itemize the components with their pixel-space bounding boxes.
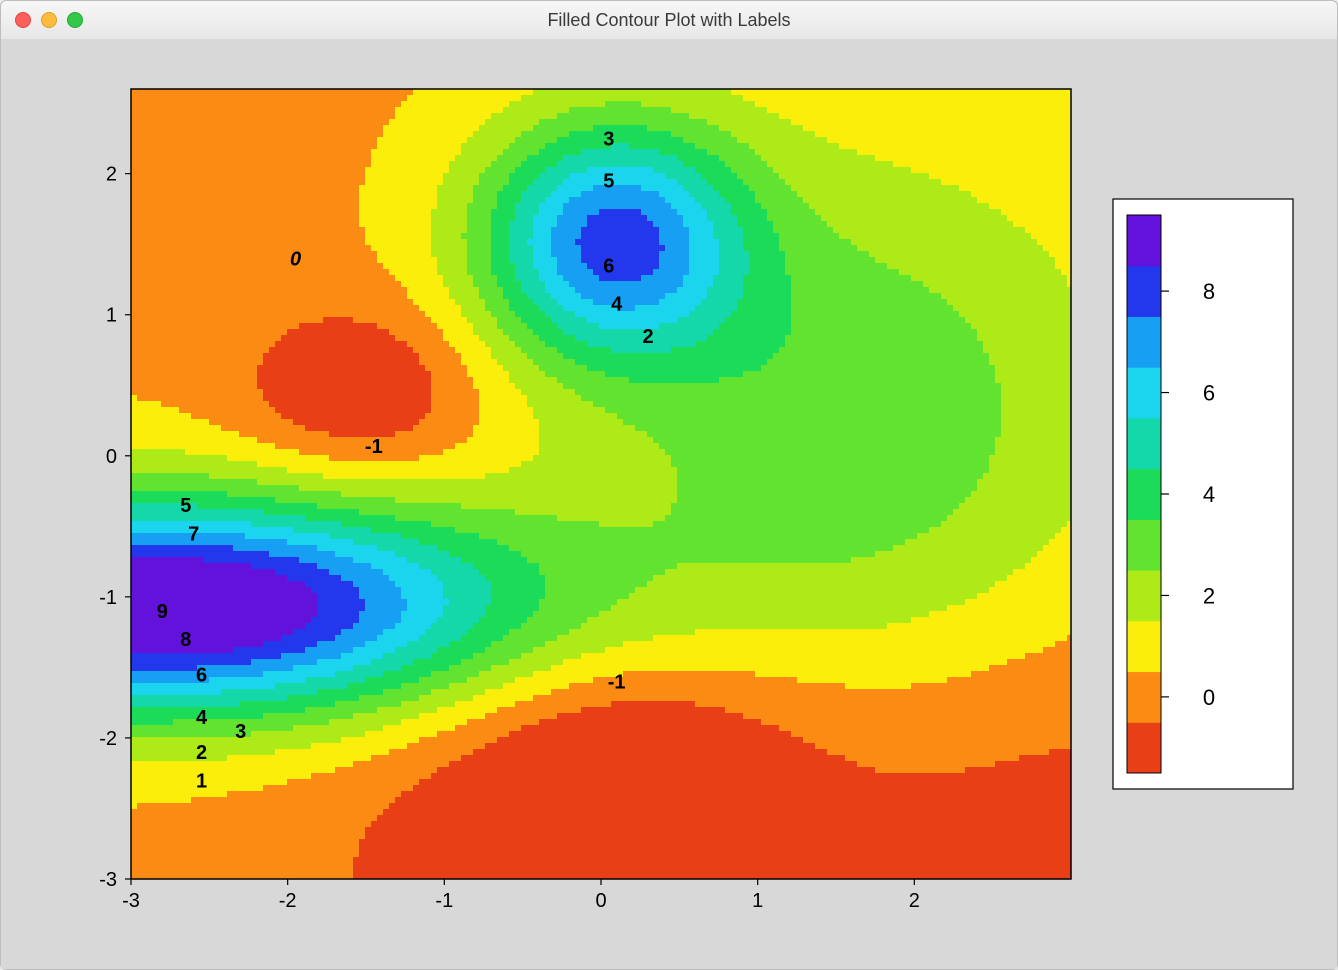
minimize-icon[interactable] bbox=[41, 12, 57, 28]
x-tick-label: -2 bbox=[279, 890, 297, 912]
colorbar-tick-label: 8 bbox=[1203, 279, 1215, 304]
contour-label: -1 bbox=[365, 436, 383, 458]
contour-label: 9 bbox=[157, 601, 168, 623]
contour-label: 0 bbox=[290, 248, 301, 270]
contour-label: 7 bbox=[188, 523, 199, 545]
colorbar-tick-label: 0 bbox=[1203, 685, 1215, 710]
colorbar-tick-label: 2 bbox=[1203, 583, 1215, 608]
contour-label: 2 bbox=[196, 742, 207, 764]
x-tick-label: -3 bbox=[122, 890, 140, 912]
contour-label: 6 bbox=[603, 255, 614, 277]
colorbar-tick-label: 6 bbox=[1203, 381, 1215, 406]
y-tick-label: -2 bbox=[99, 728, 117, 750]
zoom-icon[interactable] bbox=[67, 12, 83, 28]
app-window: Filled Contour Plot with Labels -3 -2 -1 0 1… bbox=[0, 0, 1338, 970]
y-tick-label: 1 bbox=[106, 305, 117, 327]
titlebar[interactable]: Filled Contour Plot with Labels bbox=[1, 1, 1337, 40]
y-tick-label: -3 bbox=[99, 869, 117, 891]
contour-label: 3 bbox=[235, 721, 246, 743]
contour-fill bbox=[131, 89, 1074, 882]
contour-label: 4 bbox=[611, 293, 623, 315]
colorbar-tick-label: 4 bbox=[1203, 482, 1215, 507]
y-tick-label: -1 bbox=[99, 587, 117, 609]
contour-label: 4 bbox=[196, 707, 208, 729]
x-tick-label: 2 bbox=[909, 890, 920, 912]
contour-label: 3 bbox=[603, 128, 614, 150]
contour-label: 2 bbox=[642, 326, 653, 348]
contour-label: 5 bbox=[180, 495, 191, 517]
close-icon[interactable] bbox=[15, 12, 31, 28]
contour-label: 8 bbox=[180, 629, 191, 651]
window-controls bbox=[15, 12, 83, 28]
figure-canvas: -3-2-1012-3-2-1012356420-1579864321-1024… bbox=[1, 39, 1337, 969]
x-tick-label: 1 bbox=[752, 890, 763, 912]
contour-label: -1 bbox=[608, 672, 626, 694]
contour-label: 5 bbox=[603, 171, 614, 193]
y-tick-label: 0 bbox=[106, 446, 117, 468]
contour-plot: -3-2-1012-3-2-1012356420-1579864321-1024… bbox=[1, 39, 1338, 970]
x-tick-label: -1 bbox=[435, 890, 453, 912]
colorbar-gradient bbox=[1127, 215, 1161, 774]
window-title: Filled Contour Plot with Labels bbox=[1, 10, 1337, 31]
x-tick-label: 0 bbox=[595, 890, 606, 912]
contour-label: 1 bbox=[196, 770, 207, 792]
contour-label: 6 bbox=[196, 664, 207, 686]
y-tick-label: 2 bbox=[106, 164, 117, 186]
